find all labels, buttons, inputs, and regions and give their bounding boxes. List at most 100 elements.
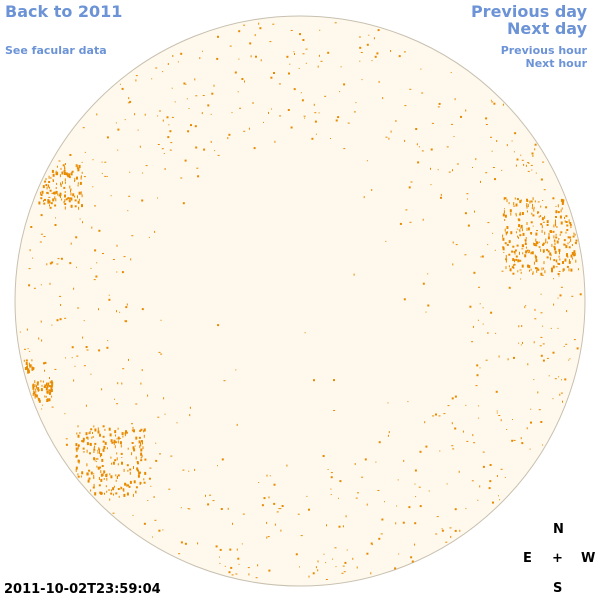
facula-point <box>534 318 537 320</box>
facula-point <box>65 357 66 359</box>
facula-point <box>77 167 80 170</box>
facula-point <box>158 351 161 353</box>
facula-point <box>274 140 276 143</box>
facula-point <box>118 437 121 439</box>
facula-point <box>171 116 174 118</box>
facula-point <box>133 480 136 484</box>
facula-point <box>496 475 498 477</box>
facula-point <box>126 483 128 487</box>
next-hour-link[interactable]: Next hour <box>525 57 588 70</box>
facula-point <box>395 522 397 525</box>
facula-point <box>424 421 426 424</box>
facula-point <box>121 487 123 489</box>
facula-point <box>405 209 408 211</box>
facula-point <box>35 388 37 391</box>
facula-point <box>458 470 460 473</box>
facula-point <box>478 286 480 288</box>
facula-point <box>482 465 485 468</box>
facula-point <box>40 380 42 383</box>
facula-point <box>143 434 145 438</box>
facula-point <box>114 441 117 444</box>
facula-point <box>506 226 509 229</box>
compass-east: E <box>523 551 532 566</box>
facula-point <box>60 192 62 196</box>
facula-point <box>529 269 530 272</box>
facula-point <box>376 52 379 55</box>
facula-point <box>519 269 522 271</box>
facula-point <box>110 439 113 443</box>
facula-point <box>119 441 122 445</box>
back-to-year-link[interactable]: Back to 2011 <box>5 2 123 21</box>
facula-point <box>357 492 359 494</box>
facula-point <box>82 221 83 224</box>
facula-point <box>540 205 542 208</box>
facula-point <box>51 406 54 408</box>
facula-point <box>515 164 517 167</box>
facula-point <box>438 102 441 105</box>
facula-point <box>528 265 531 269</box>
facula-point <box>48 398 51 402</box>
next-day-link[interactable]: Next day <box>507 19 587 38</box>
facula-point <box>456 163 459 165</box>
facula-point <box>359 46 362 49</box>
facula-point <box>51 384 54 387</box>
facula-point <box>520 437 522 440</box>
facula-point <box>565 215 568 218</box>
facula-point <box>117 382 119 385</box>
previous-day-link[interactable]: Previous day <box>470 2 587 21</box>
facula-point <box>380 533 383 535</box>
facula-point <box>358 36 361 38</box>
facula-point <box>515 231 517 234</box>
facula-point <box>126 464 129 467</box>
facula-point <box>40 191 42 195</box>
facula-point <box>140 459 143 462</box>
facula-point <box>260 59 262 62</box>
facula-point <box>76 355 79 357</box>
facula-point <box>472 167 473 168</box>
facula-point <box>46 263 48 266</box>
facula-point <box>140 448 143 452</box>
facula-point <box>99 454 101 458</box>
facula-point <box>67 197 70 200</box>
facula-point <box>530 221 533 224</box>
facula-point <box>35 394 38 398</box>
facula-point <box>140 456 142 459</box>
facula-point <box>553 247 556 251</box>
facula-point <box>526 203 528 205</box>
facula-point <box>23 359 25 362</box>
facula-point <box>558 238 560 240</box>
facula-point <box>559 251 560 255</box>
facula-point <box>511 250 514 253</box>
facula-point <box>540 354 543 357</box>
facula-point <box>36 382 39 386</box>
facula-point <box>237 91 239 93</box>
facula-point <box>64 194 66 198</box>
facula-point <box>571 252 574 255</box>
facula-point <box>58 160 61 162</box>
facula-point <box>28 362 30 366</box>
facula-point <box>315 566 317 569</box>
facula-point <box>516 158 519 161</box>
facula-point <box>308 575 310 578</box>
facula-point <box>317 569 319 572</box>
facula-point <box>106 346 109 349</box>
facula-point <box>40 388 43 392</box>
facula-point <box>414 522 417 525</box>
facula-point <box>519 259 522 262</box>
facula-point <box>74 177 76 181</box>
previous-hour-link[interactable]: Previous hour <box>500 44 587 57</box>
facula-point <box>526 200 529 202</box>
facula-point <box>90 373 92 375</box>
facular-data-link[interactable]: See facular data <box>5 44 107 57</box>
facula-point <box>135 79 137 82</box>
facula-point <box>127 469 129 472</box>
facula-point <box>106 136 109 139</box>
facula-point <box>371 60 373 62</box>
facula-point <box>78 460 80 464</box>
facula-point <box>140 382 142 385</box>
facula-point <box>81 440 84 443</box>
facula-point <box>564 216 565 219</box>
facula-point <box>394 567 397 570</box>
facula-point <box>76 266 77 268</box>
facula-point <box>501 169 503 171</box>
